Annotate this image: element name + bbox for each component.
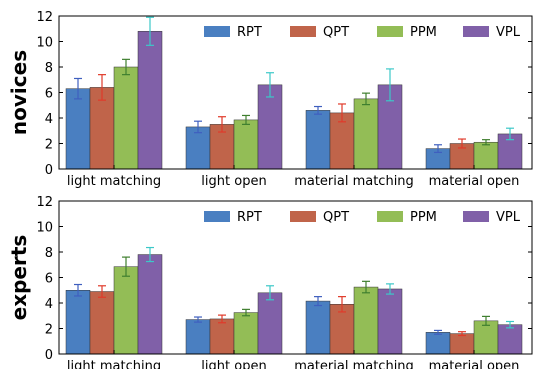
legend-swatch-QPT xyxy=(290,211,316,222)
panel-novices: 0 2 4 6 8 10 12 light matching light open materia… xyxy=(7,10,533,189)
category-label: material matching xyxy=(294,359,414,369)
legend-swatch-PPM xyxy=(377,26,403,37)
bar-RPT-2 xyxy=(305,110,331,170)
legend-swatch-QPT xyxy=(290,26,316,37)
bar-RPT-1 xyxy=(185,319,211,355)
y-tick-label: 4 xyxy=(45,112,53,127)
y-tick-label: 2 xyxy=(45,138,53,153)
bar-PPM-1 xyxy=(233,312,259,355)
y-tick-label: 8 xyxy=(45,246,53,261)
bar-VPL-3 xyxy=(497,324,523,355)
y-tick-label: 4 xyxy=(45,297,53,312)
bar-RPT-2 xyxy=(305,300,331,355)
bar-PPM-0 xyxy=(113,66,139,170)
panel-experts: 0 2 4 6 8 10 12 light matching light open materia… xyxy=(7,195,533,369)
bar-RPT-0 xyxy=(65,290,91,355)
row-label-experts: experts xyxy=(7,235,31,321)
bar-VPL-1 xyxy=(257,292,283,355)
category-label: light matching xyxy=(67,174,161,189)
bar-VPL-0 xyxy=(137,254,163,355)
bar-RPT-3 xyxy=(425,332,451,355)
y-tick-label: 6 xyxy=(45,87,53,102)
bar-QPT-1 xyxy=(209,318,235,355)
bar-PPM-2 xyxy=(353,98,379,170)
legend-swatch-RPT xyxy=(204,26,230,37)
bar-QPT-0 xyxy=(89,87,115,170)
bar-PPM-1 xyxy=(233,119,259,170)
bar-VPL-0 xyxy=(137,31,163,170)
bar-PPM-0 xyxy=(113,266,139,355)
legend-label-PPM: PPM xyxy=(410,25,437,40)
legend-swatch-VPL xyxy=(463,211,489,222)
plot-frame xyxy=(58,200,533,355)
bar-PPM-2 xyxy=(353,286,379,355)
bar-RPT-0 xyxy=(65,88,91,170)
category-label: material open xyxy=(429,359,520,369)
y-tick-label: 12 xyxy=(36,10,53,25)
bar-PPM-3 xyxy=(473,141,499,170)
legend-label-RPT: RPT xyxy=(237,25,262,40)
y-tick-label: 8 xyxy=(45,61,53,76)
row-label-novices: novices xyxy=(7,50,31,135)
plot-frame xyxy=(58,15,533,170)
category-label: light matching xyxy=(67,359,161,369)
y-tick-label: 10 xyxy=(36,36,53,51)
legend-label-QPT: QPT xyxy=(323,210,349,225)
bar-RPT-1 xyxy=(185,126,211,170)
y-tick-label: 0 xyxy=(45,348,53,363)
y-tick-label: 2 xyxy=(45,323,53,338)
bar-VPL-2 xyxy=(377,288,403,355)
category-label: light open xyxy=(201,359,266,369)
category-label: material matching xyxy=(294,174,414,189)
y-tick-label: 6 xyxy=(45,272,53,287)
y-tick-label: 0 xyxy=(45,163,53,178)
legend-swatch-VPL xyxy=(463,26,489,37)
bar-QPT-3 xyxy=(449,333,475,355)
y-tick-label: 12 xyxy=(36,195,53,210)
category-label: light open xyxy=(201,174,266,189)
y-tick-label: 10 xyxy=(36,221,53,236)
legend-label-VPL: VPL xyxy=(496,210,521,225)
legend-label-PPM: PPM xyxy=(410,210,437,225)
legend-swatch-RPT xyxy=(204,211,230,222)
category-label: material open xyxy=(429,174,520,189)
legend-label-QPT: QPT xyxy=(323,25,349,40)
legend-label-VPL: VPL xyxy=(496,25,521,40)
bar-VPL-1 xyxy=(257,84,283,170)
bar-QPT-0 xyxy=(89,291,115,355)
legend-label-RPT: RPT xyxy=(237,210,262,225)
legend-swatch-PPM xyxy=(377,211,403,222)
